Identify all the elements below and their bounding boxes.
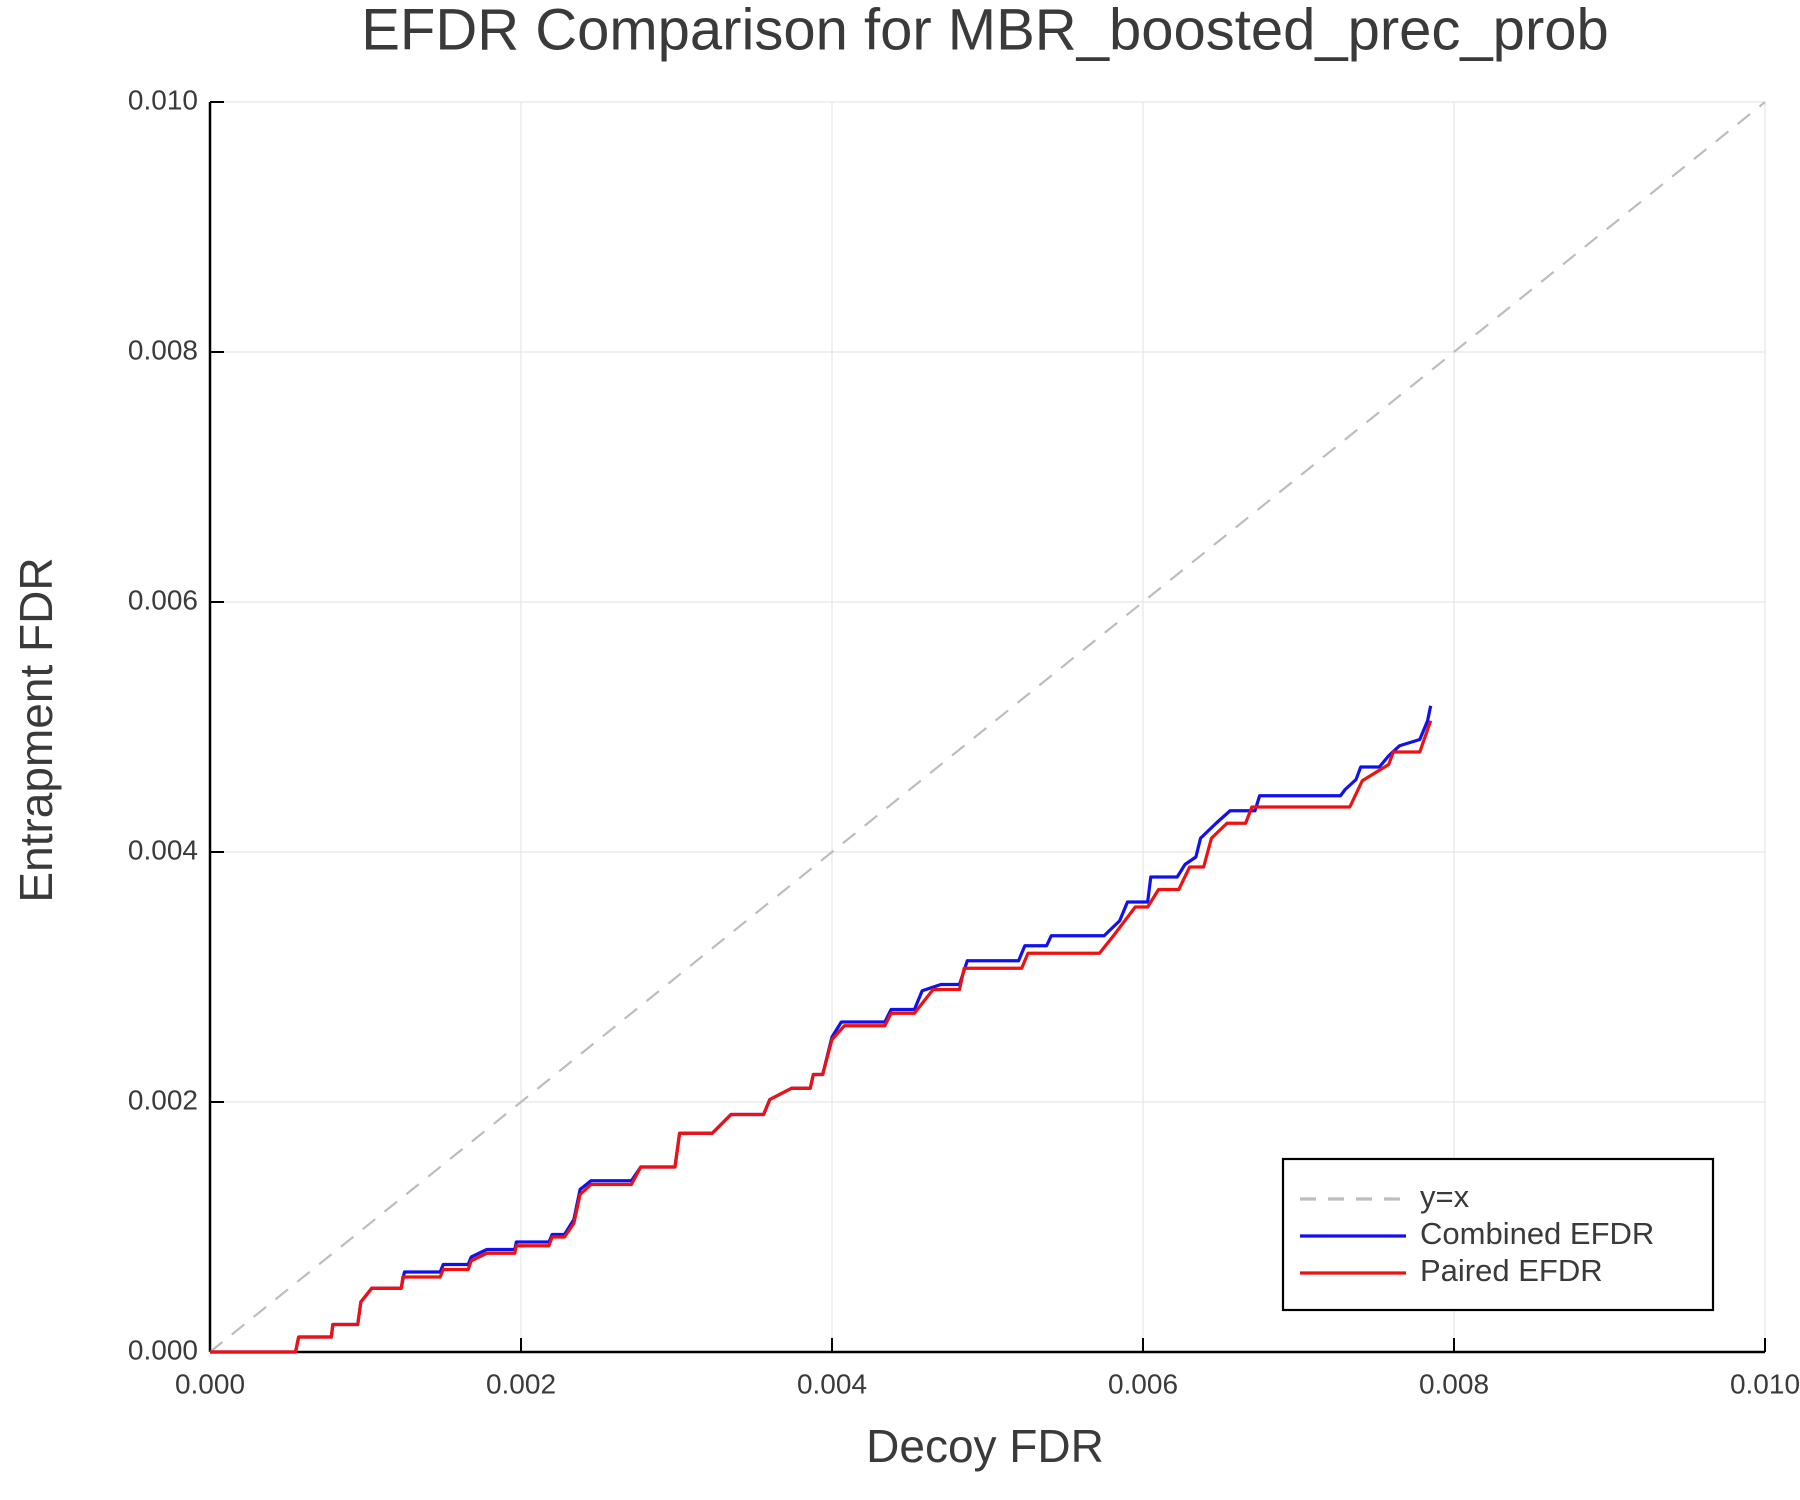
- x-tick-label: 0.008: [1419, 1368, 1489, 1399]
- series-line: [210, 720, 1433, 1354]
- y-axis-label: Entrapment FDR: [10, 557, 62, 902]
- legend-label: Paired EFDR: [1420, 1253, 1603, 1288]
- legend-label: y=x: [1420, 1179, 1470, 1214]
- x-tick-label: 0.010: [1730, 1368, 1800, 1399]
- y-tick-label: 0.010: [128, 84, 198, 115]
- y-tick-label: 0.006: [128, 584, 198, 615]
- series-line: [209, 101, 1766, 1353]
- chart-title: EFDR Comparison for MBR_boosted_prec_pro…: [361, 0, 1609, 62]
- series-line: [210, 705, 1433, 1354]
- legend-label: Combined EFDR: [1420, 1216, 1654, 1251]
- y-tick-label: 0.008: [128, 334, 198, 365]
- y-tick-label: 0.000: [128, 1334, 198, 1365]
- y-tick-label: 0.002: [128, 1084, 198, 1115]
- x-tick-label: 0.004: [797, 1368, 867, 1399]
- x-axis-label: Decoy FDR: [866, 1420, 1104, 1472]
- x-tick-label: 0.002: [486, 1368, 556, 1399]
- y-tick-label: 0.004: [128, 834, 198, 865]
- x-tick-label: 0.000: [175, 1368, 245, 1399]
- x-tick-label: 0.006: [1108, 1368, 1178, 1399]
